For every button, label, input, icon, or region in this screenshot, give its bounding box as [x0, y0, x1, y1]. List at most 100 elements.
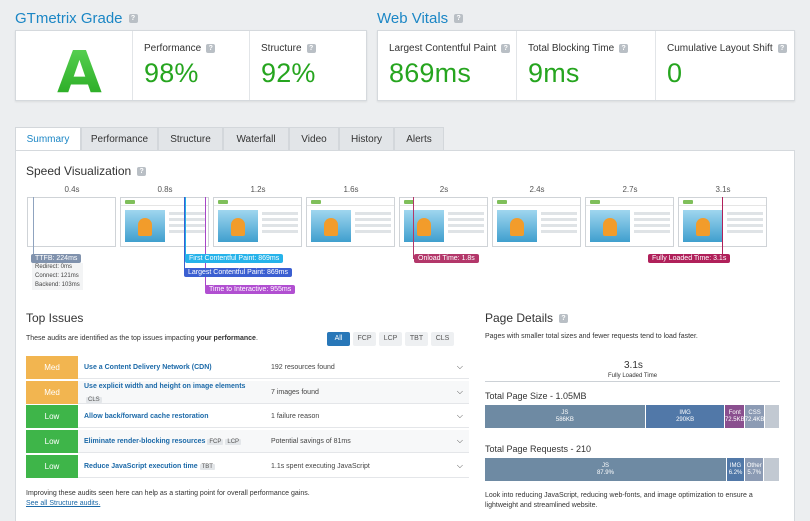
issue-title-text: Eliminate render-blocking resources	[84, 437, 206, 445]
help-icon[interactable]: ?	[306, 44, 316, 53]
time-label: 0.8s	[157, 185, 173, 194]
grade-section-title: GTmetrix Grade ?	[15, 10, 138, 27]
issue-title[interactable]: Use explicit width and height on image e…	[84, 383, 246, 390]
lcp-line	[184, 197, 185, 273]
tab-structure[interactable]: Structure	[158, 127, 223, 151]
metric-chip: TBT	[199, 463, 215, 470]
segment-value: 586KB	[555, 416, 574, 423]
segment-value: 290KB	[676, 416, 695, 423]
ttfb-breakdown: Redirect: 0ms Connect: 121ms Backend: 10…	[32, 263, 83, 290]
help-icon[interactable]: ?	[128, 14, 138, 23]
issues-footer: Improving these audits seen here can hel…	[26, 490, 310, 497]
tbt-value: 9ms	[528, 58, 580, 88]
filmstrip-frame[interactable]	[585, 197, 674, 247]
fully-loaded-tag: Fully Loaded Time: 3.1s	[648, 254, 731, 263]
page-requests-bar: JS 87.9% IMG 6.2% Other 5.7%	[485, 458, 780, 481]
bar-segment: Font 72.5KB	[725, 405, 746, 428]
issue-row[interactable]: Low Allow back/forward cache restoration…	[26, 404, 469, 428]
filter-fcp[interactable]: FCP	[353, 332, 376, 346]
fcp-tag: First Contentful Paint: 869ms	[185, 254, 284, 263]
severity-badge: Low	[26, 429, 78, 453]
structure-label: Structure	[261, 43, 302, 54]
structure-audits-link[interactable]: See all Structure audits.	[26, 500, 101, 507]
fully-loaded-line	[722, 197, 723, 259]
bar-segment: Other 5.7%	[745, 458, 765, 481]
issue-row[interactable]: Low Eliminate render-blocking resources F…	[26, 429, 469, 453]
segment-name: IMG	[679, 409, 691, 416]
fully-loaded-label: Fully Loaded Time	[608, 373, 658, 379]
onload-tag: Onload Time: 1.8s	[414, 254, 479, 263]
chevron-down-icon[interactable]: ⌵	[456, 436, 463, 445]
performance-label: Performance	[144, 43, 202, 54]
vitals-card: Largest Contentful Paint? 869ms Total Bl…	[377, 30, 795, 101]
filter-cls[interactable]: CLS	[431, 332, 454, 346]
chevron-down-icon[interactable]: ⌵	[456, 461, 463, 470]
segment-value: 5.7%	[747, 469, 762, 476]
ttfb-line	[33, 197, 34, 257]
filter-tbt[interactable]: TBT	[405, 332, 428, 346]
bar-segment	[764, 405, 780, 428]
segment-value: 72.5KB	[725, 416, 745, 423]
filmstrip-frame[interactable]	[120, 197, 209, 247]
filter-lcp[interactable]: LCP	[379, 332, 402, 346]
issue-row[interactable]: Med Use explicit width and height on ima…	[26, 380, 469, 404]
chevron-down-icon[interactable]: ⌵	[456, 362, 463, 371]
issue-desc: 7 images found	[271, 388, 319, 396]
bar-segment: IMG 6.2%	[726, 458, 746, 481]
segment-name: Other	[746, 462, 762, 469]
performance-metric: Performance? 98%	[132, 31, 249, 100]
issue-desc: 1 failure reason	[271, 412, 320, 420]
chevron-down-icon[interactable]: ⌵	[456, 411, 463, 420]
issue-title[interactable]: Allow back/forward cache restoration	[84, 412, 209, 420]
help-icon[interactable]: ?	[206, 44, 216, 53]
help-icon[interactable]: ?	[619, 44, 629, 53]
time-label: 2s	[439, 185, 449, 194]
filmstrip-frame[interactable]	[306, 197, 395, 247]
filter-all[interactable]: All	[327, 332, 350, 346]
redirect-time: Redirect: 0ms	[35, 264, 73, 270]
issue-title-text: Reduce JavaScript execution time	[84, 462, 198, 470]
issue-title[interactable]: Eliminate render-blocking resources FCP LC…	[84, 437, 242, 445]
cls-value: 0	[667, 58, 683, 88]
segment-name: JS	[561, 409, 569, 416]
time-label: 3.1s	[715, 185, 731, 194]
speed-viz-label: Speed Visualization	[26, 164, 132, 178]
help-icon[interactable]: ?	[454, 14, 464, 23]
issue-filters: All FCP LCP TBT CLS	[327, 332, 454, 346]
tab-history[interactable]: History	[339, 127, 394, 151]
grade-cell: A	[16, 31, 132, 106]
report-tabs: Summary Performance Structure Waterfall …	[15, 127, 444, 151]
issue-title[interactable]: Reduce JavaScript execution time TBT	[84, 463, 215, 470]
page-details-subtitle: Pages with smaller total sizes and fewer…	[485, 333, 698, 340]
segment-name: Font	[728, 409, 741, 416]
page-details-advice: Look into reducing JavaScript, reducing …	[485, 492, 753, 509]
bar-segment: JS 87.9%	[485, 458, 727, 481]
issue-title[interactable]: Use a Content Delivery Network (CDN)	[84, 363, 212, 371]
issue-row[interactable]: Med Use a Content Delivery Network (CDN)…	[26, 355, 469, 379]
connect-time: Connect: 121ms	[35, 273, 79, 279]
help-icon[interactable]: ?	[137, 166, 147, 176]
help-icon[interactable]: ?	[501, 44, 511, 53]
tab-performance[interactable]: Performance	[81, 127, 158, 151]
severity-badge: Med	[26, 355, 78, 379]
structure-metric: Structure? 92%	[249, 31, 366, 100]
bar-segment: IMG 290KB	[645, 405, 726, 428]
grade-card: A Performance? 98% Structure? 92%	[15, 30, 367, 106]
chevron-down-icon[interactable]: ⌵	[456, 387, 463, 396]
tab-waterfall[interactable]: Waterfall	[223, 127, 289, 151]
filmstrip-frame[interactable]	[492, 197, 581, 247]
severity-badge: Med	[26, 380, 78, 404]
subtitle-end: .	[255, 335, 258, 342]
subtitle-bold: your performance	[196, 335, 256, 342]
help-icon[interactable]: ?	[777, 44, 787, 53]
lcp-metric: Largest Contentful Paint? 869ms	[378, 31, 516, 100]
filmstrip-frame[interactable]	[27, 197, 116, 247]
filmstrip-frame[interactable]	[213, 197, 302, 247]
tab-video[interactable]: Video	[289, 127, 339, 151]
segment-name: IMG	[729, 462, 742, 469]
tab-summary[interactable]: Summary	[15, 127, 81, 151]
issue-row[interactable]: Low Reduce JavaScript execution time TBT …	[26, 454, 469, 478]
help-icon[interactable]: ?	[559, 313, 569, 323]
tab-alerts[interactable]: Alerts	[394, 127, 444, 151]
bar-segment: JS 586KB	[485, 405, 646, 428]
